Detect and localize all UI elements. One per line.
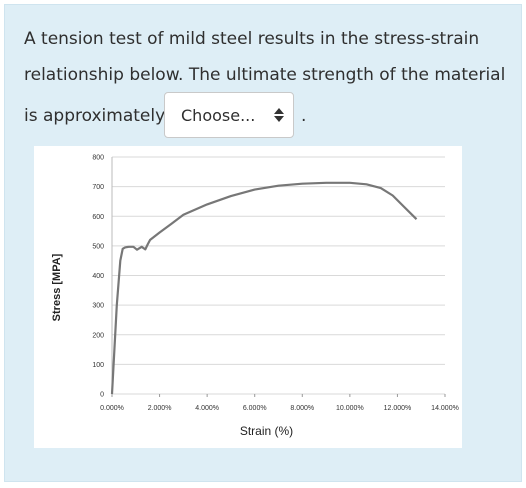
y-tick-label: 700	[92, 184, 104, 191]
answer-dropdown-value: Choose...	[181, 106, 256, 125]
stress-strain-curve	[110, 181, 418, 395]
y-tick-label: 0	[100, 392, 104, 399]
question-text-line-3: is approximately	[24, 106, 166, 126]
y-tick-label: 800	[92, 155, 104, 162]
y-tick-label: 100	[92, 362, 104, 369]
x-tick-label: 6.000%	[243, 405, 267, 412]
question-text-line-2: relationship below. The ultimate strengt…	[24, 65, 506, 85]
sort-arrows-icon	[274, 108, 284, 122]
y-tick-label: 600	[92, 214, 104, 221]
x-tick-label: 4.000%	[195, 405, 219, 412]
x-axis-label: Strain (%)	[240, 424, 293, 438]
x-tick-label: 0.000%	[100, 405, 124, 412]
y-tick-label: 300	[92, 303, 104, 310]
y-axis-label: Stress [MPA]	[51, 253, 63, 321]
question-text-line-1: A tension test of mild steel results in …	[24, 29, 480, 49]
x-tick-label: 2.000%	[148, 405, 172, 412]
y-tick-label: 500	[92, 243, 104, 250]
answer-dropdown[interactable]: Choose...	[164, 92, 294, 138]
y-tick-label: 200	[92, 332, 104, 339]
stress-strain-chart: 0 100 200 300 400 500 600 700 800 0.000% 2.000% 4.0…	[34, 146, 462, 448]
x-tick-label: 8.000%	[290, 405, 314, 412]
x-tick-label: 14.000%	[431, 405, 459, 412]
chart-svg: 0 100 200 300 400 500 600 700 800 0.000% 2.000% 4.0…	[51, 155, 459, 439]
x-tick-label: 12.000%	[384, 405, 412, 412]
x-tick-label: 10.000%	[336, 405, 364, 412]
question-end-punctuation: .	[301, 106, 307, 126]
y-tick-label: 400	[92, 273, 104, 280]
